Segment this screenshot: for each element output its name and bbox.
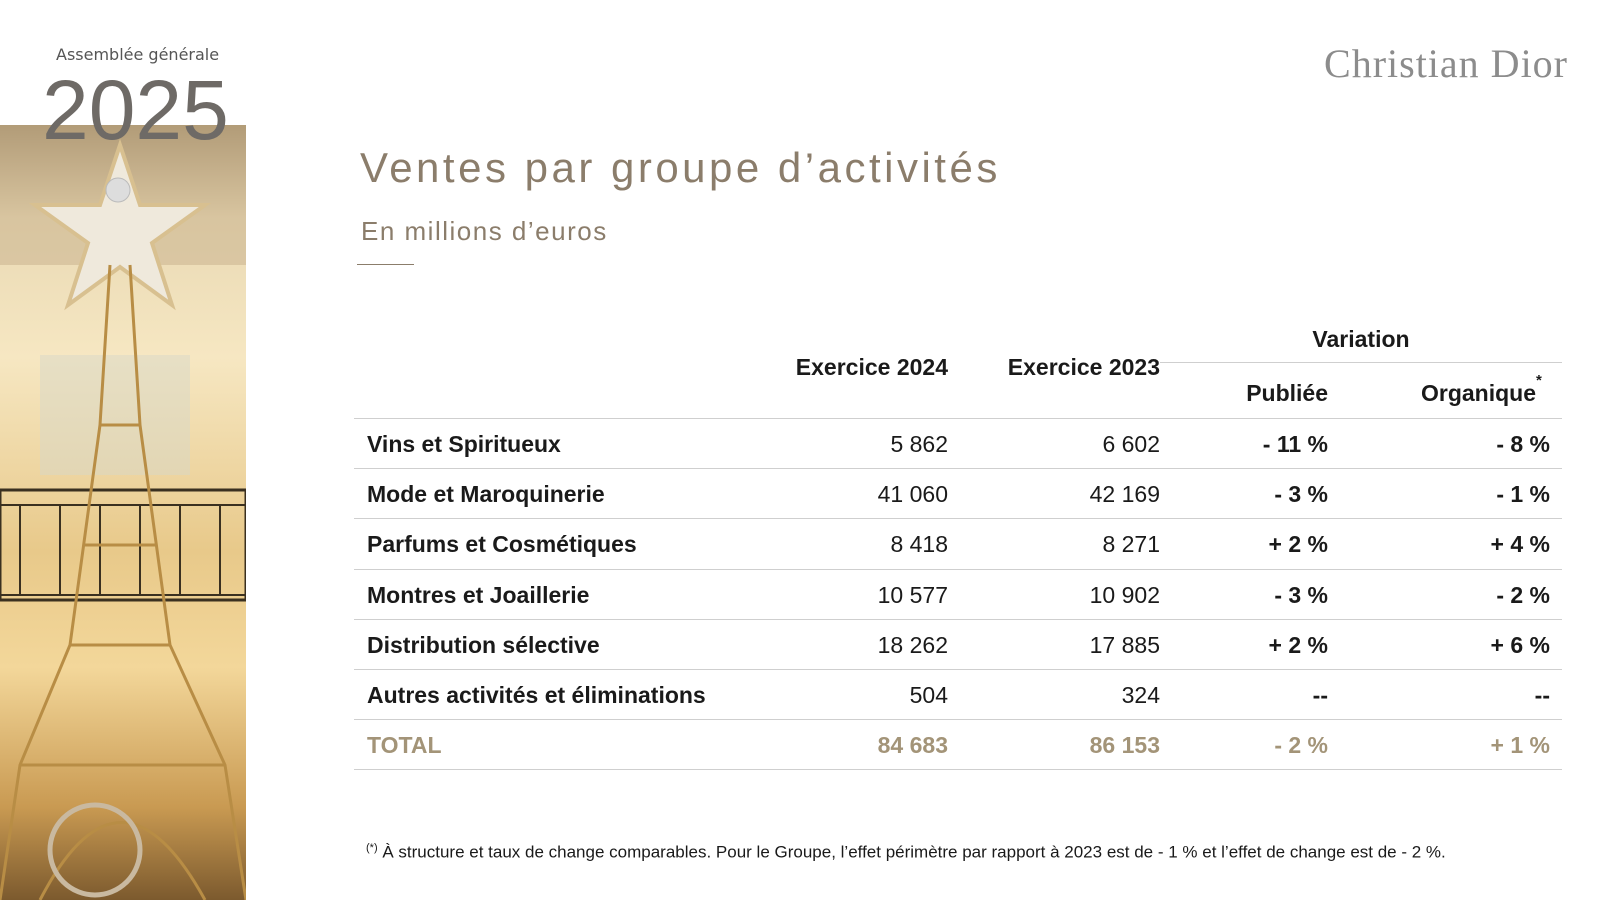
cell-value: + 1 % <box>1490 732 1550 759</box>
cell-value: 10 902 <box>1089 581 1160 608</box>
row-rule <box>354 769 1562 771</box>
row-rule <box>354 518 1562 520</box>
row-label: TOTAL <box>367 732 442 759</box>
column-header: Exercice 2023 <box>1007 354 1160 380</box>
cell-value: - 3 % <box>1274 581 1328 608</box>
cell-value: - 1 % <box>1496 481 1550 508</box>
cell-value: 324 <box>1121 682 1160 708</box>
cell-value: 8 418 <box>890 531 948 558</box>
event-label: Assemblée générale <box>56 45 220 64</box>
row-label: Mode et Maroquinerie <box>367 481 605 508</box>
cell-value: - 8 % <box>1496 431 1550 457</box>
row-label: Parfums et Cosmétiques <box>367 531 637 558</box>
cell-value: 17 885 <box>1089 631 1160 658</box>
cell-value: - 11 % <box>1262 431 1328 457</box>
row-label: Montres et Joaillerie <box>367 581 590 608</box>
row-rule <box>354 568 1562 570</box>
column-header: Exercice 2024 <box>795 354 948 380</box>
column-header: Organique <box>1420 380 1536 406</box>
cell-value: 6 602 <box>1102 431 1160 457</box>
cell-value: 8 271 <box>1102 531 1160 558</box>
cell-value: - 2 % <box>1274 732 1328 759</box>
cell-value: - 3 % <box>1274 481 1328 508</box>
row-label: Autres activités et éliminations <box>367 682 706 708</box>
cell-value: 504 <box>909 682 948 708</box>
cell-value: + 4 % <box>1490 531 1550 558</box>
cell-value: 18 262 <box>877 631 948 658</box>
cell-value: -- <box>1534 682 1550 708</box>
cell-value: + 6 % <box>1490 631 1550 658</box>
cell-value: + 2 % <box>1268 531 1328 558</box>
cell-value: 41 060 <box>877 481 948 508</box>
header-rule <box>354 418 1562 419</box>
brand-logo: Christian Dior <box>1324 41 1568 86</box>
cell-value: 84 683 <box>877 732 948 759</box>
row-rule <box>354 669 1562 670</box>
cell-value: -- <box>1312 682 1328 708</box>
row-rule <box>354 618 1562 620</box>
group-rule <box>1160 362 1562 363</box>
cell-value: 42 169 <box>1089 481 1160 508</box>
decorative-photo <box>0 125 246 900</box>
footnote-marker: (*) <box>366 842 378 854</box>
cell-value: 10 577 <box>877 581 948 608</box>
footnote: (*) À structure et taux de change compar… <box>366 842 1446 863</box>
row-label: Vins et Spiritueux <box>367 431 561 457</box>
cell-value: - 2 % <box>1496 581 1550 608</box>
column-marker: * <box>1536 372 1542 389</box>
year: 2025 <box>42 63 229 157</box>
row-rule <box>354 468 1562 470</box>
cell-value: 5 862 <box>890 431 948 457</box>
group-header: Variation <box>1312 326 1410 352</box>
cell-value: 86 153 <box>1089 732 1160 759</box>
photo-illustration <box>0 125 246 900</box>
cell-value: + 2 % <box>1268 631 1328 658</box>
column-header: Publiée <box>1246 380 1328 406</box>
subtitle: En millions d’euros <box>361 216 608 246</box>
title: Ventes par groupe d’activités <box>360 144 1001 191</box>
title-rule <box>357 264 414 265</box>
footnote-text: À structure et taux de change comparable… <box>377 842 1446 862</box>
row-rule <box>354 719 1562 721</box>
row-label: Distribution sélective <box>367 631 600 658</box>
